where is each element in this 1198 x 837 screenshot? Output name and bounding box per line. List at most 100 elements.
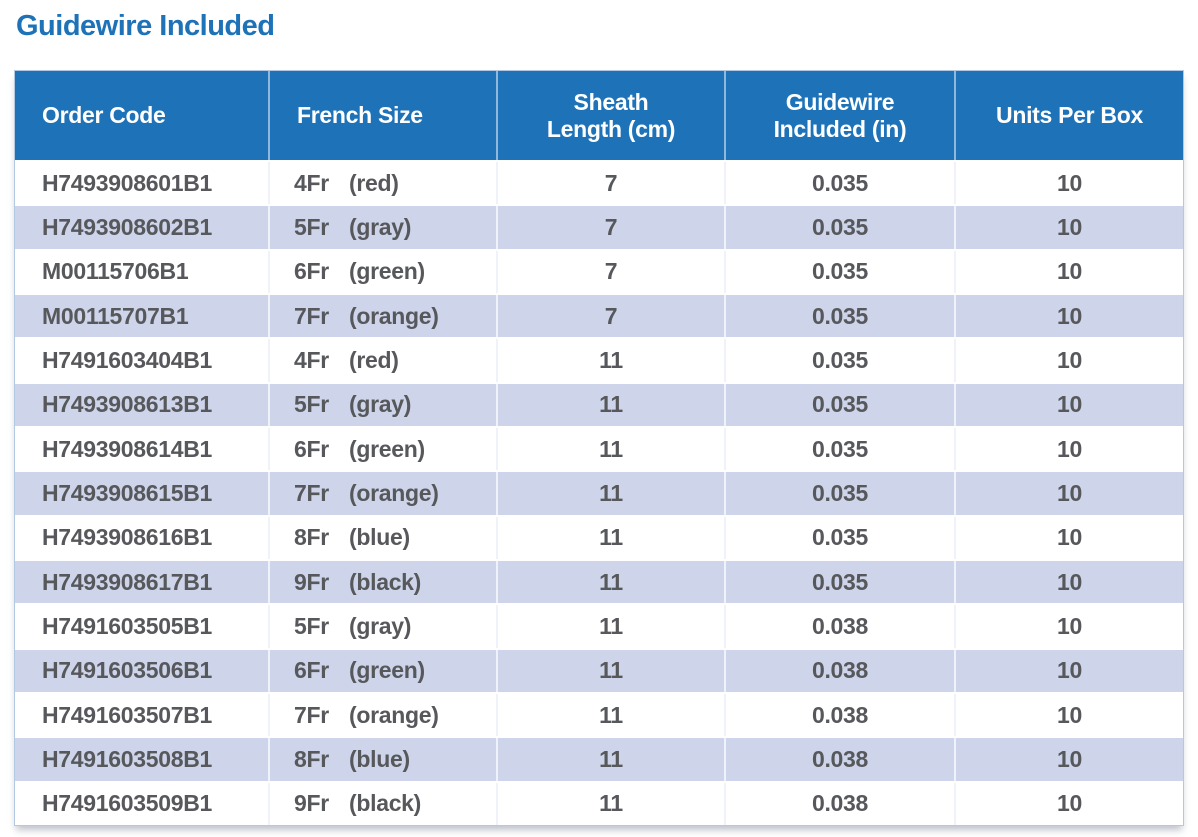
cell-units-per-box: 10 (954, 339, 1183, 382)
table-row: H7491603509B1 9Fr (black) 11 0.038 10 (15, 780, 1183, 825)
french-size-color: (orange) (349, 302, 439, 329)
cell-guidewire-included: 0.035 (724, 294, 954, 338)
cell-sheath-length: 11 (496, 516, 724, 559)
cell-units-per-box: 10 (954, 516, 1183, 559)
cell-guidewire-included: 0.035 (724, 250, 954, 293)
cell-sheath-length: 11 (496, 472, 724, 515)
french-size-value: 7Fr (294, 302, 329, 329)
cell-guidewire-included: 0.035 (724, 472, 954, 515)
cell-guidewire-included: 0.035 (724, 427, 954, 471)
cell-guidewire-included: 0.035 (724, 206, 954, 249)
french-size-color: (green) (349, 657, 425, 684)
table-row: H7491603404B1 4Fr (red) 11 0.035 10 (15, 337, 1183, 382)
cell-units-per-box: 10 (954, 693, 1183, 737)
cell-guidewire-included: 0.038 (724, 605, 954, 648)
french-size-color: (gray) (349, 213, 412, 240)
french-size-color: (green) (349, 435, 425, 462)
french-size-color: (orange) (349, 701, 439, 728)
cell-sheath-length: 7 (496, 162, 724, 205)
french-size-value: 6Fr (294, 657, 329, 684)
cell-french-size: 8Fr (blue) (268, 516, 496, 559)
column-header-units-per-box: Units Per Box (954, 71, 1183, 160)
french-size-color: (green) (349, 258, 425, 285)
french-size-value: 9Fr (294, 790, 329, 817)
cell-french-size: 6Fr (green) (268, 250, 496, 293)
column-header-order-code: Order Code (42, 102, 166, 128)
cell-sheath-length: 11 (496, 339, 724, 382)
cell-order-code: M00115706B1 (42, 258, 189, 285)
cell-french-size: 8Fr (blue) (268, 738, 496, 781)
cell-french-size: 6Fr (green) (268, 649, 496, 692)
cell-units-per-box: 10 (954, 206, 1183, 249)
french-size-value: 8Fr (294, 745, 329, 772)
cell-guidewire-included: 0.035 (724, 162, 954, 205)
page-title: Guidewire Included (16, 10, 275, 42)
french-size-color: (blue) (349, 745, 410, 772)
cell-units-per-box: 10 (954, 250, 1183, 293)
french-size-value: 8Fr (294, 524, 329, 551)
cell-sheath-length: 11 (496, 693, 724, 737)
cell-french-size: 5Fr (gray) (268, 383, 496, 426)
cell-sheath-length: 11 (496, 560, 724, 604)
cell-french-size: 7Fr (orange) (268, 693, 496, 737)
table-row: H7493908613B1 5Fr (gray) 11 0.035 10 (15, 381, 1183, 426)
cell-order-code: H7491603507B1 (42, 701, 213, 728)
cell-order-code: M00115707B1 (42, 302, 189, 329)
cell-french-size: 9Fr (black) (268, 782, 496, 825)
cell-units-per-box: 10 (954, 427, 1183, 471)
cell-units-per-box: 10 (954, 472, 1183, 515)
table-row: H7491603505B1 5Fr (gray) 11 0.038 10 (15, 603, 1183, 648)
column-header-sheath-length: Sheath Length (cm) (496, 71, 724, 160)
cell-order-code: H7493908613B1 (42, 391, 213, 418)
table-row: M00115706B1 6Fr (green) 7 0.035 10 (15, 248, 1183, 293)
cell-sheath-length: 11 (496, 782, 724, 825)
cell-order-code: H7493908615B1 (42, 479, 213, 506)
column-header-french-size: French Size (268, 71, 496, 160)
french-size-value: 6Fr (294, 258, 329, 285)
cell-units-per-box: 10 (954, 605, 1183, 648)
cell-units-per-box: 10 (954, 782, 1183, 825)
cell-order-code: H7493908616B1 (42, 524, 213, 551)
table-header-row: Order Code French Size Sheath Length (cm… (15, 71, 1183, 160)
french-size-value: 4Fr (294, 346, 329, 373)
table-row: H7493908601B1 4Fr (red) 7 0.035 10 (15, 160, 1183, 205)
guidewire-included-table: Order Code French Size Sheath Length (cm… (14, 70, 1184, 826)
cell-order-code: H7491603505B1 (42, 612, 213, 639)
french-size-color: (orange) (349, 479, 439, 506)
french-size-color: (gray) (349, 612, 412, 639)
cell-sheath-length: 11 (496, 427, 724, 471)
cell-order-code: H7491603509B1 (42, 790, 213, 817)
cell-sheath-length: 7 (496, 294, 724, 338)
table-body: H7493908601B1 4Fr (red) 7 0.035 10 H7493… (15, 160, 1183, 825)
cell-units-per-box: 10 (954, 294, 1183, 338)
cell-order-code: H7491603506B1 (42, 657, 213, 684)
french-size-value: 5Fr (294, 612, 329, 639)
french-size-color: (red) (349, 346, 399, 373)
french-size-value: 7Fr (294, 701, 329, 728)
cell-sheath-length: 11 (496, 738, 724, 781)
cell-french-size: 4Fr (red) (268, 162, 496, 205)
cell-french-size: 6Fr (green) (268, 427, 496, 471)
french-size-color: (blue) (349, 524, 410, 551)
cell-french-size: 9Fr (black) (268, 560, 496, 604)
cell-sheath-length: 11 (496, 605, 724, 648)
cell-french-size: 5Fr (gray) (268, 605, 496, 648)
table-row: M00115707B1 7Fr (orange) 7 0.035 10 (15, 292, 1183, 338)
french-size-value: 9Fr (294, 568, 329, 595)
table-row: H7493908615B1 7Fr (orange) 11 0.035 10 (15, 470, 1183, 515)
cell-french-size: 7Fr (orange) (268, 472, 496, 515)
cell-sheath-length: 11 (496, 649, 724, 692)
french-size-value: 6Fr (294, 435, 329, 462)
cell-sheath-length: 7 (496, 250, 724, 293)
cell-order-code: H7493908601B1 (42, 169, 213, 196)
cell-sheath-length: 7 (496, 206, 724, 249)
cell-units-per-box: 10 (954, 738, 1183, 781)
cell-guidewire-included: 0.038 (724, 782, 954, 825)
french-size-color: (gray) (349, 391, 412, 418)
cell-guidewire-included: 0.038 (724, 738, 954, 781)
french-size-color: (red) (349, 169, 399, 196)
cell-order-code: H7491603404B1 (42, 346, 213, 373)
french-size-color: (black) (349, 790, 422, 817)
cell-sheath-length: 11 (496, 383, 724, 426)
